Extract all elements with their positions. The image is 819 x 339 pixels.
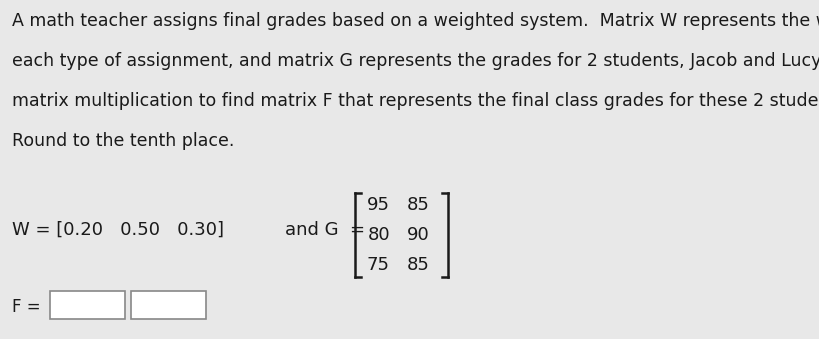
Text: 75: 75 — [367, 256, 390, 274]
Text: A math teacher assigns final grades based on a weighted system.  Matrix W repres: A math teacher assigns final grades base… — [12, 12, 819, 30]
Text: Round to the tenth place.: Round to the tenth place. — [12, 132, 234, 150]
Text: 80: 80 — [368, 226, 390, 244]
Text: matrix multiplication to find matrix F that represents the final class grades fo: matrix multiplication to find matrix F t… — [12, 92, 819, 110]
Text: 95: 95 — [367, 196, 390, 214]
Text: and G  =: and G = — [285, 221, 365, 239]
FancyBboxPatch shape — [131, 291, 206, 319]
Text: W = [0.20   0.50   0.30]: W = [0.20 0.50 0.30] — [12, 221, 224, 239]
Text: F =: F = — [12, 298, 41, 316]
FancyBboxPatch shape — [50, 291, 125, 319]
Text: 85: 85 — [407, 196, 430, 214]
Text: each type of assignment, and matrix G represents the grades for 2 students, Jaco: each type of assignment, and matrix G re… — [12, 52, 819, 70]
Text: 85: 85 — [407, 256, 430, 274]
Text: 90: 90 — [407, 226, 430, 244]
